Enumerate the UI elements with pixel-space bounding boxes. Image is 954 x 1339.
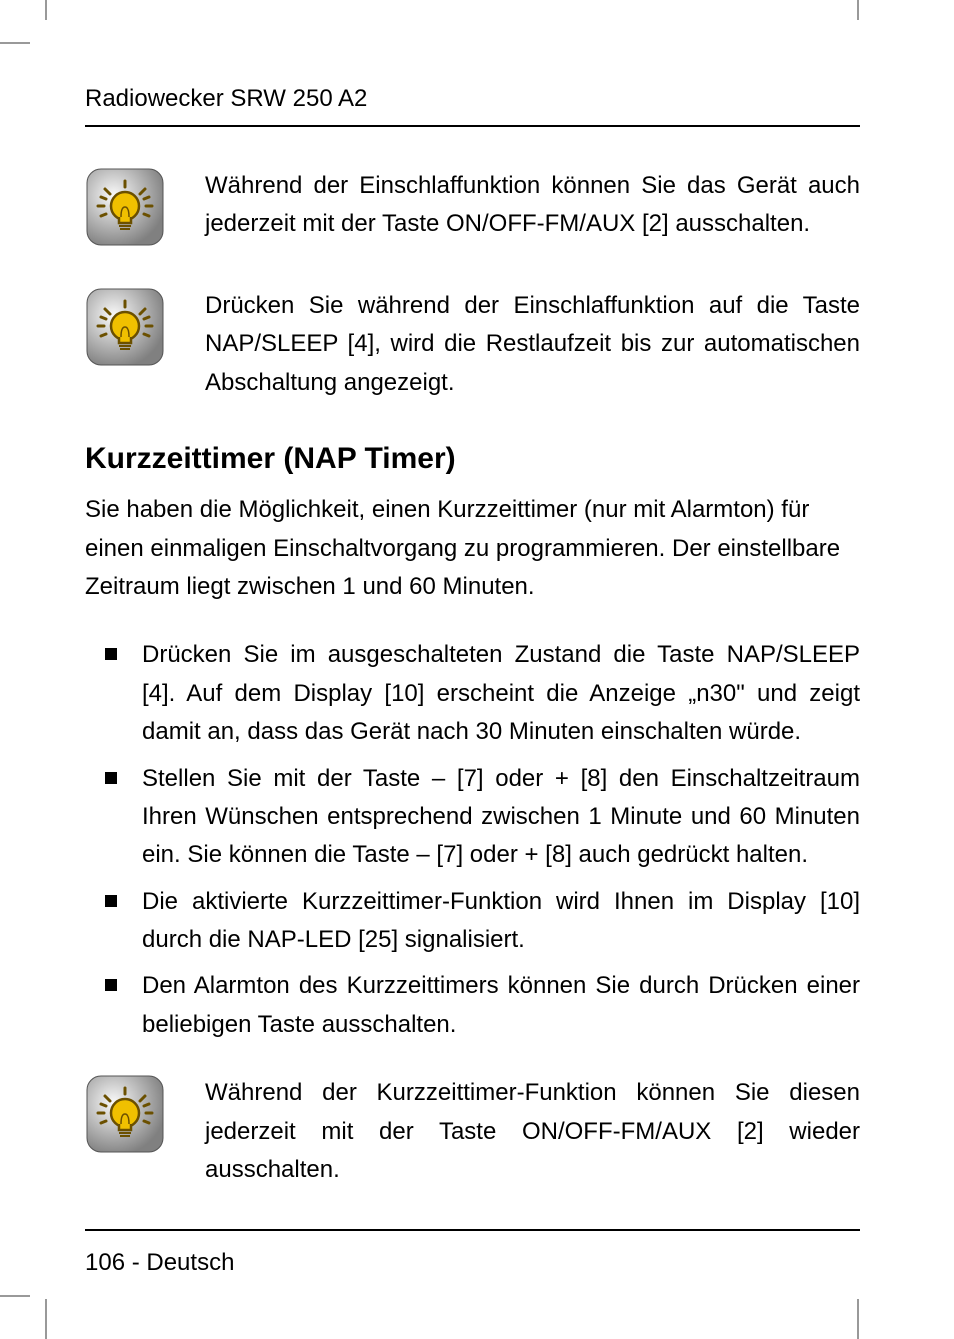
list-item: Den Alarmton des Kurzzeittimers können S… xyxy=(85,967,860,1044)
instruction-list: Drücken Sie im ausgeschalteten Zustand d… xyxy=(85,636,860,1044)
document-header-title: Radiowecker SRW 250 A2 xyxy=(85,85,860,127)
list-item: Drücken Sie im ausgeschalteten Zustand d… xyxy=(85,636,860,751)
list-item: Stellen Sie mit der Taste – [7] oder + [… xyxy=(85,760,860,875)
section-intro: Sie haben die Möglichkeit, einen Kurzzei… xyxy=(85,491,860,606)
bullet-marker-icon xyxy=(105,979,117,991)
bullet-marker-icon xyxy=(105,772,117,784)
list-item: Die aktivierte Kurzzeittimer-Funktion wi… xyxy=(85,883,860,960)
tip-text: Drücken Sie während der Einschlaffunktio… xyxy=(205,287,860,402)
tip-text: Während der Kurzzeittimer-Funktion könne… xyxy=(205,1074,860,1189)
tip-text: Während der Einschlaffunktion können Sie… xyxy=(205,167,860,244)
lightbulb-tip-icon xyxy=(85,287,165,367)
list-item-text: Die aktivierte Kurzzeittimer-Funktion wi… xyxy=(142,883,860,960)
list-item-text: Stellen Sie mit der Taste – [7] oder + [… xyxy=(142,760,860,875)
page-footer: 106 - Deutsch xyxy=(85,1229,860,1277)
tip-block: Während der Kurzzeittimer-Funktion könne… xyxy=(85,1074,860,1189)
section-heading: Kurzzeittimer (NAP Timer) xyxy=(85,442,860,476)
page-content: Radiowecker SRW 250 A2 xyxy=(85,85,860,1277)
tip-block: Drücken Sie während der Einschlaffunktio… xyxy=(85,287,860,402)
list-item-text: Den Alarmton des Kurzzeittimers können S… xyxy=(142,967,860,1044)
lightbulb-tip-icon xyxy=(85,167,165,247)
bullet-marker-icon xyxy=(105,895,117,907)
tip-block: Während der Einschlaffunktion können Sie… xyxy=(85,167,860,247)
list-item-text: Drücken Sie im ausgeschalteten Zustand d… xyxy=(142,636,860,751)
bullet-marker-icon xyxy=(105,648,117,660)
lightbulb-tip-icon xyxy=(85,1074,165,1154)
